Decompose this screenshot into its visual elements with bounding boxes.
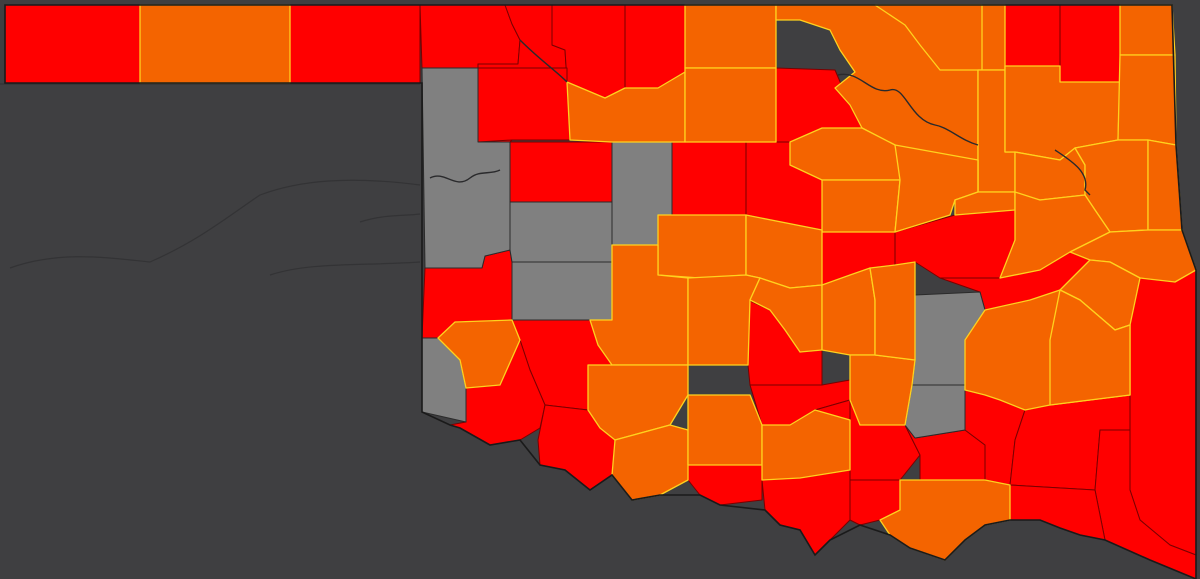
county-sequoyah — [1069, 229, 1197, 283]
county-texas — [139, 4, 291, 84]
county-craig — [1059, 4, 1121, 83]
county-washita — [511, 261, 613, 321]
county-harper — [419, 4, 521, 69]
red-river-ne — [1054, 149, 1091, 196]
cimarron-river — [519, 39, 568, 83]
county-garfield — [684, 67, 777, 143]
county-tulsa — [954, 159, 1016, 216]
texas-river-line — [9, 179, 421, 269]
river-layer — [429, 39, 1091, 196]
county-nowata — [1004, 4, 1061, 67]
state-outline — [4, 4, 1197, 579]
county-carter — [761, 409, 851, 481]
county-roger-mills — [509, 201, 613, 263]
county-seminole — [869, 261, 916, 361]
county-cimarron — [4, 4, 141, 84]
county-beaver — [289, 4, 421, 84]
county-kingfisher — [671, 141, 747, 216]
texas-river-line-3 — [359, 213, 421, 223]
county-stephens — [687, 394, 763, 466]
county-payne — [821, 179, 901, 233]
county-canadian — [657, 214, 747, 279]
county-delaware — [1117, 54, 1177, 146]
county-greer — [437, 319, 521, 389]
county-latimer — [1049, 289, 1131, 406]
county-dewey — [509, 141, 613, 203]
county-woodward — [477, 67, 571, 143]
county-cleveland — [749, 277, 823, 353]
arkansas-river — [837, 73, 979, 146]
county-le-flore — [1129, 269, 1197, 556]
county-layer — [4, 4, 1197, 579]
county-pontotoc — [849, 354, 916, 426]
texas-river-line-2 — [269, 261, 421, 276]
county-hughes — [904, 384, 966, 439]
canadian-river — [429, 169, 501, 183]
county-ottawa — [1119, 4, 1176, 56]
county-kay — [684, 4, 777, 69]
county-grant — [624, 4, 686, 89]
